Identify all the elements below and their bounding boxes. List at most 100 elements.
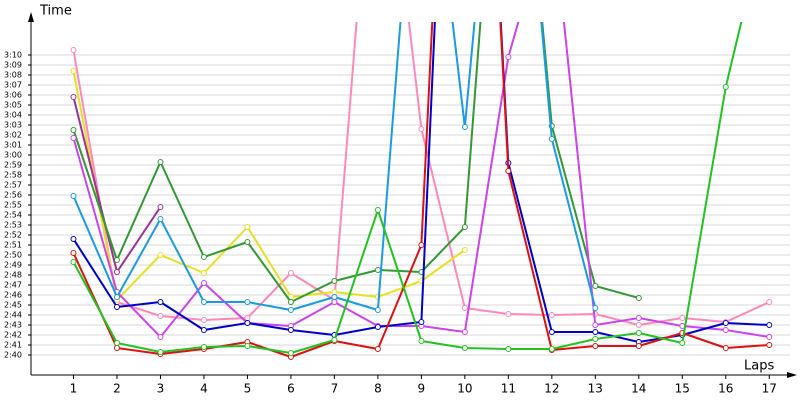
x-tick-label: 8	[374, 382, 382, 396]
point-marker	[635, 315, 642, 321]
point-marker	[70, 94, 77, 100]
point-marker	[722, 84, 729, 90]
y-tick-label: 2:45	[4, 301, 22, 310]
point-marker	[374, 346, 381, 352]
y-tick-label: 2:50	[4, 251, 22, 260]
point-marker	[374, 207, 381, 213]
point-marker	[374, 267, 381, 273]
x-tick-label: 10	[457, 382, 472, 396]
point-marker	[113, 257, 120, 263]
point-marker	[548, 312, 555, 318]
point-marker	[418, 126, 425, 132]
x-tick-label: 12	[544, 382, 559, 396]
x-tick-label: 14	[631, 382, 646, 396]
point-marker	[635, 322, 642, 328]
y-tick-label: 2:55	[4, 201, 22, 210]
point-marker	[200, 327, 207, 333]
point-marker	[287, 327, 294, 333]
point-marker	[113, 304, 120, 310]
y-tick-label: 3:10	[4, 51, 22, 60]
point-marker	[592, 343, 599, 349]
point-marker	[635, 343, 642, 349]
point-marker	[287, 350, 294, 356]
point-marker	[70, 236, 77, 242]
y-tick-label: 3:02	[4, 131, 22, 140]
point-marker	[722, 345, 729, 351]
series-line	[72, 70, 466, 301]
point-marker	[592, 322, 599, 328]
point-marker	[331, 337, 338, 343]
y-tick-label: 3:03	[4, 121, 22, 130]
point-marker	[766, 299, 773, 305]
point-marker	[157, 334, 164, 340]
point-marker	[244, 239, 251, 245]
point-marker	[505, 346, 512, 352]
y-tick-label: 3:06	[4, 91, 22, 100]
point-marker	[722, 327, 729, 333]
point-marker	[287, 270, 294, 276]
x-tick-label: 16	[718, 382, 733, 396]
x-tick-label: 17	[762, 382, 777, 396]
point-marker	[505, 168, 512, 174]
point-marker	[766, 342, 773, 348]
y-tick-label: 2:44	[4, 311, 22, 320]
point-marker	[635, 330, 642, 336]
x-tick-label: 3	[157, 382, 165, 396]
point-marker	[418, 319, 425, 325]
y-tick-label: 3:09	[4, 61, 22, 70]
point-marker	[461, 124, 468, 130]
point-marker	[592, 305, 599, 311]
y-tick-label: 3:08	[4, 71, 22, 80]
y-tick-label: 3:05	[4, 101, 22, 110]
y-tick-label: 2:59	[4, 161, 22, 170]
point-marker	[548, 136, 555, 142]
point-marker	[244, 299, 251, 305]
point-marker	[374, 307, 381, 313]
point-marker	[157, 159, 164, 165]
point-marker	[200, 254, 207, 260]
y-tick-label: 2:53	[4, 221, 22, 230]
y-axis-label: Time	[39, 4, 72, 19]
point-marker	[766, 334, 773, 340]
x-tick-label: 5	[244, 382, 252, 396]
x-tick-label: 15	[675, 382, 690, 396]
point-marker	[592, 336, 599, 342]
point-marker	[200, 280, 207, 286]
point-marker	[113, 294, 120, 300]
point-marker	[331, 278, 338, 284]
point-marker	[679, 315, 686, 321]
y-tick-label: 3:01	[4, 141, 22, 150]
y-tick-label: 2:48	[4, 271, 22, 280]
grid	[31, 54, 790, 356]
y-tick-label: 2:52	[4, 231, 22, 240]
point-marker	[505, 311, 512, 317]
point-marker	[331, 294, 338, 300]
point-marker	[244, 343, 251, 349]
point-marker	[70, 127, 77, 133]
point-marker	[461, 305, 468, 311]
point-marker	[592, 329, 599, 335]
y-tick-label: 2:57	[4, 181, 22, 190]
point-marker	[331, 299, 338, 305]
y-tick-label: 3:00	[4, 151, 22, 160]
point-marker	[70, 68, 77, 74]
y-tick-label: 3:04	[4, 111, 22, 120]
point-marker	[157, 252, 164, 258]
y-tick-label: 2:58	[4, 171, 22, 180]
y-tick-label: 2:49	[4, 261, 22, 270]
x-axis-arrow	[787, 372, 797, 378]
point-marker	[244, 224, 251, 230]
point-marker	[461, 345, 468, 351]
point-marker	[70, 135, 77, 141]
point-marker	[200, 344, 207, 350]
point-marker	[157, 204, 164, 210]
y-axis-arrow	[28, 12, 34, 22]
y-tick-label: 2:41	[4, 341, 22, 350]
x-tick-label: 11	[501, 382, 516, 396]
point-marker	[722, 320, 729, 326]
point-marker	[157, 313, 164, 319]
point-marker	[461, 247, 468, 253]
x-tick-label: 13	[588, 382, 603, 396]
